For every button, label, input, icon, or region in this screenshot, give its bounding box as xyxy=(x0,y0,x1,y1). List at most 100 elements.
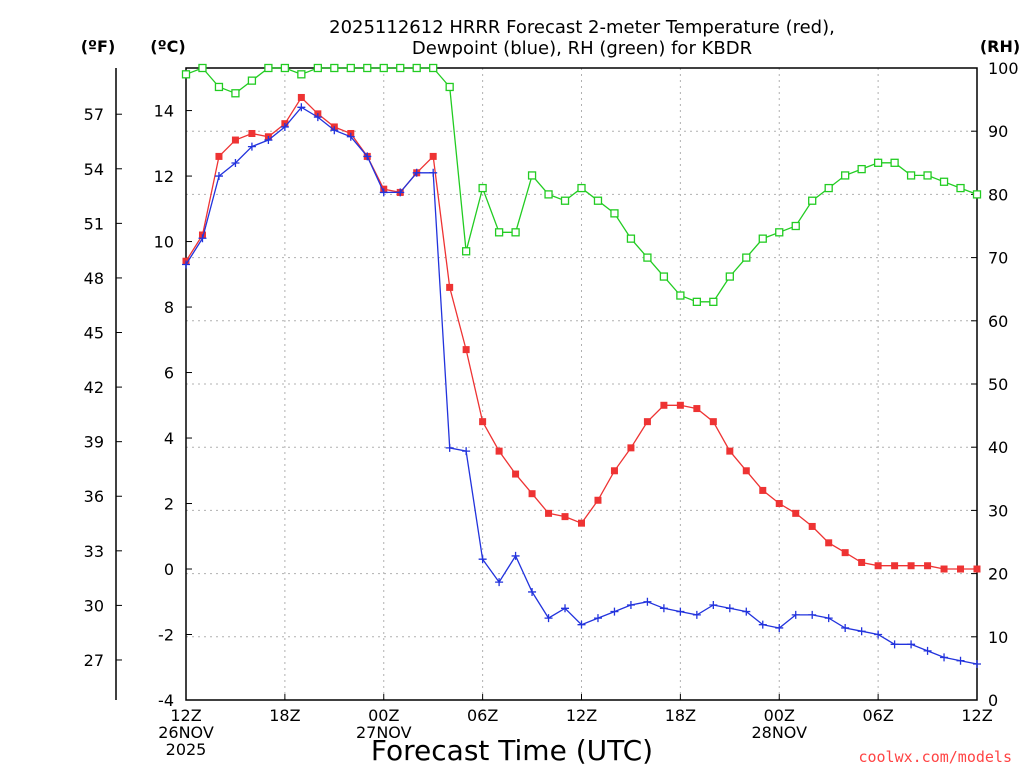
dewpoint-series xyxy=(182,103,981,668)
dewpoint-point xyxy=(478,555,487,564)
rh-point xyxy=(923,171,932,180)
dewpoint-point xyxy=(923,646,932,655)
rh-point xyxy=(593,196,603,205)
temperature-point xyxy=(940,565,948,573)
rh-point xyxy=(643,253,652,262)
dewpoint-point xyxy=(445,443,454,452)
rh-point xyxy=(478,183,487,193)
rh-point xyxy=(494,228,504,237)
rh-point xyxy=(461,247,471,256)
temperature-point xyxy=(660,401,668,409)
rh-tick-label: 70 xyxy=(988,249,1008,268)
dewpoint-point xyxy=(824,614,833,623)
dewpoint-point xyxy=(231,158,240,167)
dewpoint-point xyxy=(758,620,767,629)
rh-tick-label: 20 xyxy=(988,565,1008,584)
rh-point xyxy=(956,183,965,193)
dewpoint-point xyxy=(313,113,322,122)
temperature-point xyxy=(215,152,223,160)
temperature-point xyxy=(561,513,569,521)
temperature-point xyxy=(759,486,767,494)
temperature-point xyxy=(825,539,833,547)
fahrenheit-tick-label: 42 xyxy=(84,378,104,397)
rh-axis-label: (RH) xyxy=(980,37,1020,56)
dewpoint-point xyxy=(182,260,190,269)
temperature-point xyxy=(957,565,965,573)
dewpoint-point xyxy=(214,172,223,181)
rh-tick-label: 90 xyxy=(988,122,1008,141)
celsius-tick-label: 0 xyxy=(164,560,174,579)
dewpoint-point xyxy=(280,122,289,131)
chart-title-line2: Dewpoint (blue), RH (green) for KBDR xyxy=(412,38,752,59)
temperature-point xyxy=(578,519,585,527)
temperature-point xyxy=(676,401,684,409)
dewpoint-point xyxy=(692,610,701,619)
temperature-point xyxy=(594,496,602,504)
celsius-tick-label: 2 xyxy=(164,495,174,514)
rh-point xyxy=(742,253,751,262)
temperature-point xyxy=(528,490,536,498)
dewpoint-point xyxy=(626,601,635,610)
rh-point xyxy=(841,171,850,180)
time-tick-label: 00Z xyxy=(368,706,399,725)
temperature-point xyxy=(742,467,750,475)
series xyxy=(181,63,982,668)
credit-link[interactable]: coolwx.com/models xyxy=(858,748,1012,766)
time-tick-label: 27NOV xyxy=(356,723,412,742)
rh-point xyxy=(412,63,421,73)
rh-point xyxy=(330,63,339,73)
rh-point xyxy=(181,70,191,79)
dewpoint-point xyxy=(610,607,619,616)
fahrenheit-tick-label: 45 xyxy=(84,324,104,343)
dewpoint-point xyxy=(544,614,553,623)
rh-point xyxy=(231,89,240,98)
temperature-point xyxy=(231,136,239,144)
celsius-tick-label: -2 xyxy=(158,626,174,645)
rh-point xyxy=(775,228,784,237)
rh-point xyxy=(676,291,685,300)
temperature-point xyxy=(924,562,932,570)
dewpoint-point xyxy=(363,152,372,161)
gridlines xyxy=(186,68,977,700)
dewpoint-point xyxy=(791,610,800,619)
dewpoint-point xyxy=(528,587,537,596)
dewpoint-point xyxy=(742,607,751,616)
dewpoint-point xyxy=(412,168,421,177)
fahrenheit-tick-label: 27 xyxy=(84,651,104,670)
rh-tick-label: 50 xyxy=(988,375,1008,394)
dewpoint-point xyxy=(940,653,949,662)
rh-point xyxy=(873,158,883,167)
rh-point xyxy=(198,63,207,73)
time-tick-label: 12Z xyxy=(961,706,992,725)
dewpoint-point xyxy=(495,578,504,587)
dewpoint-point xyxy=(907,640,916,649)
fahrenheit-tick-label: 57 xyxy=(84,105,104,124)
dewpoint-point xyxy=(396,188,405,197)
rh-point xyxy=(363,63,372,73)
rh-point xyxy=(544,190,553,199)
fahrenheit-tick-label: 48 xyxy=(84,269,104,288)
rh-point xyxy=(560,196,570,205)
dewpoint-point xyxy=(247,142,256,151)
dewpoint-point xyxy=(973,659,981,668)
rh-tick-label: 30 xyxy=(988,501,1008,520)
dewpoint-point xyxy=(198,234,207,243)
time-tick-label: 2025 xyxy=(166,740,207,759)
dewpoint-point xyxy=(643,597,652,606)
rh-point xyxy=(297,70,306,79)
rh-point xyxy=(709,297,718,306)
rh-point xyxy=(610,209,619,218)
temperature-point xyxy=(973,565,981,573)
dewpoint-point xyxy=(725,604,734,613)
dewpoint-point xyxy=(956,656,965,665)
fahrenheit-tick-label: 39 xyxy=(84,433,104,452)
temperature-point xyxy=(297,93,305,101)
time-tick-label: 18Z xyxy=(665,706,696,725)
celsius-tick-label: 8 xyxy=(164,298,174,317)
rh-point xyxy=(857,164,866,174)
temperature-point xyxy=(495,447,503,455)
dewpoint-point xyxy=(462,447,471,456)
fahrenheit-axis-label: (ºF) xyxy=(81,37,116,56)
temperature-point xyxy=(627,444,635,452)
